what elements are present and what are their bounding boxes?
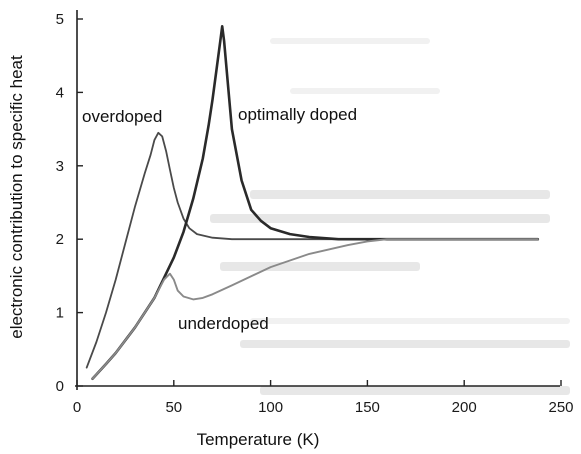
x-tick-label: 200 — [452, 399, 477, 416]
axes — [75, 10, 560, 390]
x-tick-label: 50 — [165, 399, 182, 416]
y-tick-label: 2 — [56, 231, 64, 248]
series-line-optimally-doped — [91, 25, 540, 380]
series-curves — [85, 25, 540, 380]
x-tick-label: 100 — [258, 399, 283, 416]
y-axis-title: electronic contribution to specific heat — [7, 55, 26, 339]
series-line-underdoped — [91, 238, 539, 380]
x-axis-title: Temperature (K) — [197, 430, 320, 449]
series-label-underdoped: underdoped — [178, 314, 269, 333]
y-tick-label: 4 — [56, 84, 64, 101]
y-tick-label: 1 — [56, 305, 64, 322]
x-tick-label: 150 — [355, 399, 380, 416]
y-tick-label: 5 — [56, 11, 64, 28]
x-tick-label: 0 — [73, 399, 81, 416]
y-ticks: 0 1 2 3 4 5 — [56, 11, 83, 395]
series-line-overdoped — [85, 131, 539, 369]
x-ticks: 0 50 100 150 200 250 — [73, 380, 574, 416]
series-labels: overdoped optimally doped underdoped — [82, 105, 357, 333]
series-label-optimally-doped: optimally doped — [238, 105, 357, 124]
y-tick-label: 0 — [56, 378, 64, 395]
series-label-overdoped: overdoped — [82, 107, 162, 126]
x-tick-label: 250 — [548, 399, 573, 416]
y-tick-label: 3 — [56, 158, 64, 175]
